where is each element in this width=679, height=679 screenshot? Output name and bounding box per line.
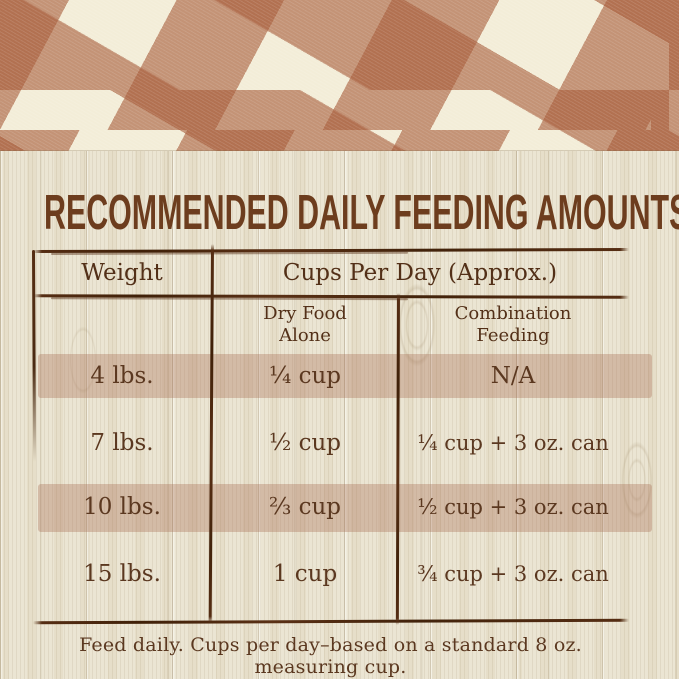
table-cell-dry-food: 1 cup [272,561,338,588]
column-subheader-dry-food-alone: Dry Food Alone [212,299,398,351]
gingham-pattern-banner [0,0,679,151]
table-cell-combination: ¼ cup + 3 oz. can [417,431,609,456]
table-cell-dry-food: ½ cup [268,430,342,457]
subheader-line: Dry Food [263,303,347,325]
row-highlight-band [38,484,652,532]
table-cell-combination: ¾ cup + 3 oz. can [417,562,609,587]
footnote-text: Feed daily. Cups per day–based on a stan… [79,634,582,678]
table-cell-weight: 15 lbs. [83,561,161,588]
table-cell-combination: ½ cup + 3 oz. can [417,495,609,520]
table-bottom-border [32,618,630,625]
table-cell-dry-food: ¼ cup [268,363,342,390]
subheader-line: Combination [454,303,572,325]
page-title: RECOMMENDED DAILY FEEDING AMOUNTS: [44,186,679,240]
subheader-line: Alone [279,325,331,346]
table-cell-weight: 7 lbs. [90,430,154,457]
column-header-weight: Weight [81,259,163,286]
table-cell-weight: 4 lbs. [90,363,154,390]
subheader-line: Feeding [476,325,550,346]
row-highlight-band [38,354,652,398]
column-subheader-combination-feeding: Combination Feeding [398,299,628,351]
table-cell-dry-food: ⅔ cup [268,494,342,521]
table-cell-weight: 10 lbs. [83,494,161,521]
column-header-cups-per-day: Cups Per Day (Approx.) [282,259,558,286]
table-cell-combination: N/A [490,363,536,390]
